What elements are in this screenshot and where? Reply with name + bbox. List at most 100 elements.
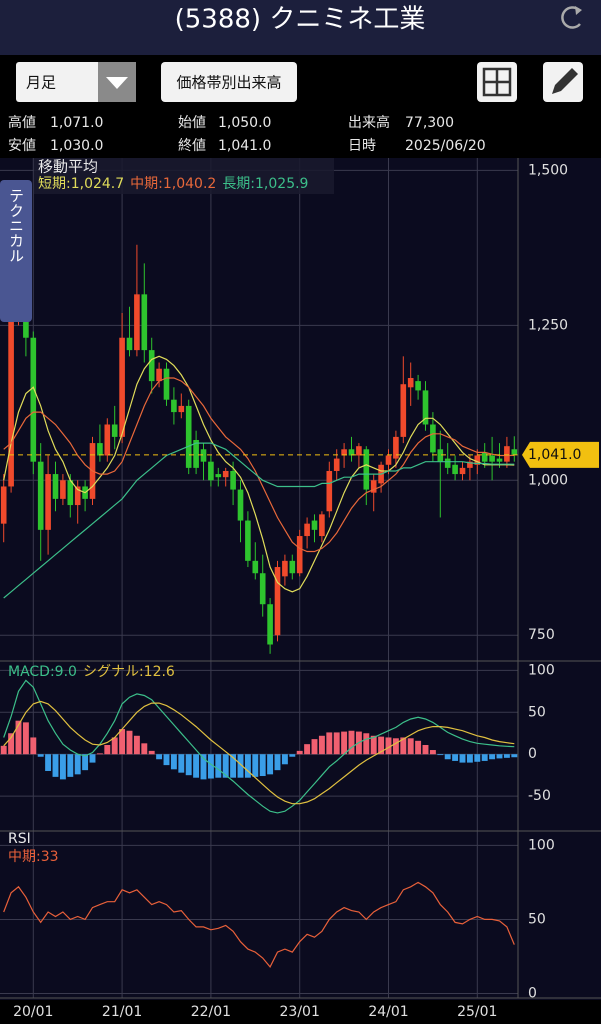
candle-body [274,567,281,636]
x-tick-label: 24/01 [368,1004,408,1020]
candle-body [104,424,111,456]
legend-entry: 短期:1,024.7 [38,176,124,192]
legend-entry: 中期:33 [8,849,59,865]
legend-entry: MACD:9.0 [8,664,77,680]
candle-body [304,523,310,537]
candle-body [289,560,296,574]
last-price-label: 1,041.0 [528,447,581,463]
candle-body [459,467,466,475]
y-tick-label: 0 [528,986,537,1002]
candle-body [185,405,192,468]
histogram-bar [363,733,370,755]
histogram-bar [378,736,385,755]
candle-body [222,470,229,478]
histogram-bar [267,754,274,775]
candle-body [407,378,414,388]
histogram-bar [185,754,192,776]
histogram-bar [304,744,311,755]
histogram-bar [230,754,237,778]
candle-body [481,452,488,462]
histogram-bar [45,754,52,771]
histogram-bar [193,754,200,778]
candle-body [348,449,355,456]
refresh-button[interactable] [561,6,582,29]
series-line [3,377,515,553]
candle-body [267,604,273,645]
info-label: 高値 [8,114,36,131]
histogram-bar [341,731,348,755]
button-label: 価格帯別出来高 [176,74,281,92]
candle-body [252,560,259,574]
series-line [3,881,515,968]
period-label: 月足 [26,74,56,92]
histogram-bar [82,754,89,771]
histogram-bar [170,754,177,770]
histogram-bar [59,754,66,780]
histogram-bar [104,745,111,755]
volume-profile-button[interactable]: 価格帯別出来高 [161,62,297,102]
panel-title: 移動平均 [38,158,98,176]
x-tick-label: 23/01 [280,1004,320,1020]
info-value: 1,041.0 [218,138,271,154]
period-dropdown[interactable]: 月足 [16,62,136,102]
candle-body [489,455,495,462]
info-label: 出来高 [348,114,390,131]
candle-body [126,337,133,351]
legend: 中期:33 [8,849,59,865]
legend: 短期:1,024.7 中期:1,040.2 長期:1,025.9 [38,176,308,192]
histogram-bar [407,738,414,755]
y-tick-label: 50 [528,911,546,927]
candle-body [319,514,325,537]
y-tick-label: 100 [528,837,555,853]
candle-body [385,455,392,465]
y-tick-label: -50 [528,788,551,804]
candle-body [311,520,318,530]
histogram-bar [422,745,429,755]
legend-entry: 長期:1,025.9 [222,176,308,192]
histogram-bar [281,754,288,765]
histogram-bar [311,739,318,755]
candle-body [370,480,377,493]
histogram-bar [74,754,81,775]
candle-body [37,461,44,530]
histogram-bar [119,729,126,755]
histogram-bar [370,735,377,755]
y-tick-label: 1,500 [528,162,568,178]
candle-body [97,443,103,456]
histogram-bar [111,737,118,755]
histogram-bar [237,754,244,778]
candle-body [444,458,451,468]
x-tick-label: 25/01 [457,1004,497,1020]
y-tick-label: 1,000 [528,472,568,488]
histogram-bar [481,754,488,761]
histogram-bar [415,740,422,755]
histogram-bar [259,754,266,777]
histogram-bar [222,754,229,778]
histogram-bar [0,745,7,755]
top-bar [0,0,601,55]
plot: 20/01 21/01 22/01 23/01 24/01 25/01 1,500 1,250… [0,158,601,1020]
candle-body [171,399,177,413]
histogram-bar [215,754,222,778]
info-value: 1,050.0 [218,115,271,131]
histogram-bar [126,730,133,755]
histogram-bar [178,754,185,773]
candle-body [474,455,481,465]
candle-body [156,368,162,382]
histogram-bar [326,732,333,755]
candle-body [237,489,244,521]
candle-body [333,458,340,471]
technical-tab[interactable]: テクニカル [0,180,32,322]
candle-body [437,449,444,462]
draw-button[interactable] [543,62,583,102]
legend-entry: 中期:1,040.2 [130,176,216,192]
layout-button[interactable] [477,62,517,102]
histogram-bar [489,754,496,760]
histogram-bar [156,754,163,760]
histogram-bar [141,743,148,755]
candle-body [496,458,503,462]
candle-body [245,520,251,561]
y-tick-label: 750 [528,627,555,643]
panel-title: RSI [8,831,31,847]
